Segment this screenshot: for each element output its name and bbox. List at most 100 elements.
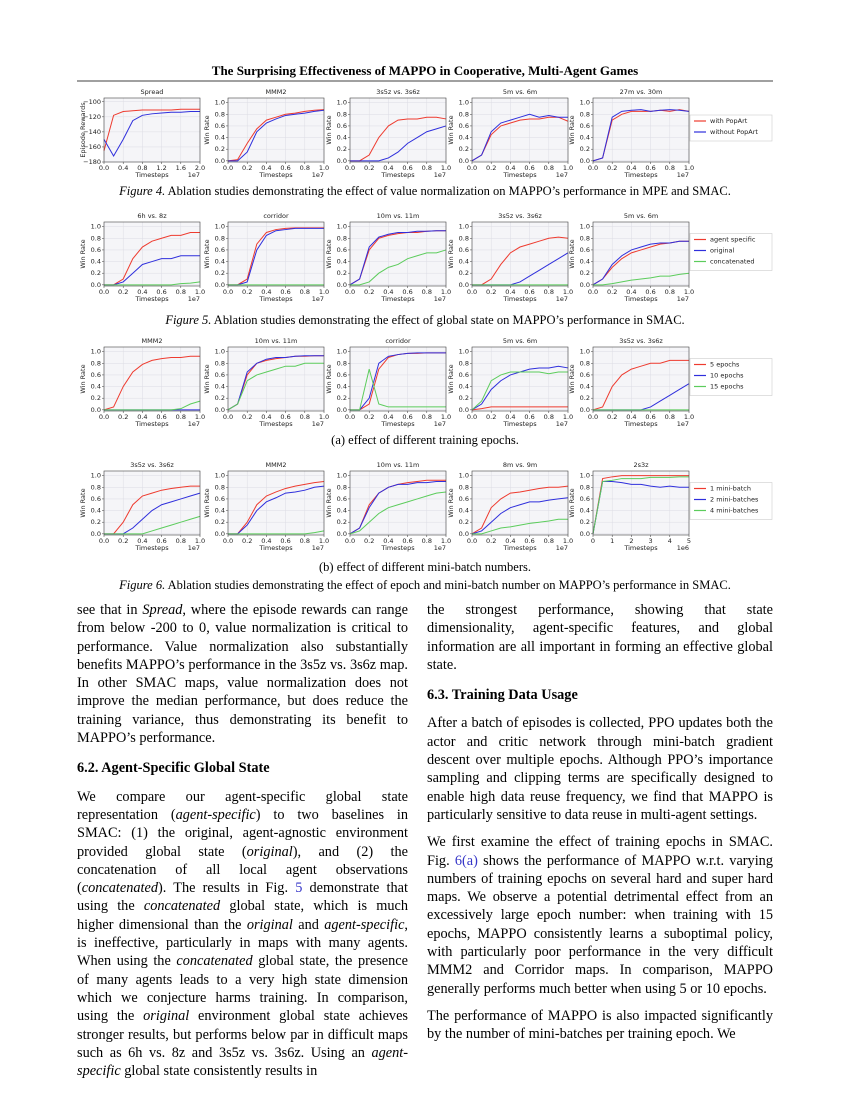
plot-frame bbox=[349, 97, 447, 163]
series-line bbox=[471, 113, 568, 162]
y-tick-label: 0.0 bbox=[337, 281, 347, 289]
panel-title: MMM2 bbox=[266, 461, 287, 469]
y-tick-label: 0.2 bbox=[91, 518, 101, 526]
figure-link[interactable]: 5 bbox=[295, 880, 303, 897]
y-axis-label: Win Rate bbox=[568, 115, 576, 144]
series-line bbox=[350, 368, 446, 411]
y-tick-label: 0.0 bbox=[580, 157, 590, 165]
y-tick-label: 0.2 bbox=[91, 394, 101, 402]
x-tick-label: 0.8 bbox=[544, 537, 554, 545]
text-run: and bbox=[292, 916, 325, 933]
x-axis-label: Timesteps bbox=[134, 171, 169, 179]
x-offset-label: 1e7 bbox=[434, 171, 446, 179]
y-tick-label: 0.0 bbox=[215, 157, 225, 165]
panel-title: 5m vs. 6m bbox=[503, 88, 537, 96]
y-tick-label: 1.0 bbox=[91, 348, 101, 356]
series-line bbox=[103, 108, 200, 151]
y-axis-label: Win Rate bbox=[79, 364, 87, 393]
y-axis-label: Win Rate bbox=[325, 364, 333, 393]
y-tick-label: 0.0 bbox=[91, 406, 101, 414]
y-tick-label: 0.2 bbox=[337, 269, 347, 277]
y-tick-label: 0.4 bbox=[459, 383, 469, 391]
emphasis: agent-specific bbox=[77, 1044, 408, 1080]
plot-background bbox=[104, 222, 200, 286]
x-tick-label: 0.0 bbox=[223, 288, 233, 296]
y-tick-label: 1.0 bbox=[459, 472, 469, 480]
x-tick-label: 0.2 bbox=[242, 288, 252, 296]
x-tick-label: 0.6 bbox=[156, 537, 166, 545]
y-tick-label: 1.0 bbox=[580, 472, 590, 480]
text-run: global state, the presence of many agent… bbox=[77, 953, 408, 1025]
series-line bbox=[228, 227, 324, 286]
x-tick-label: 0.8 bbox=[422, 537, 432, 545]
y-tick-label: 0.8 bbox=[459, 483, 469, 491]
plot-background bbox=[228, 471, 324, 535]
x-axis-label: Timesteps bbox=[380, 544, 415, 552]
x-tick-label: 0.8 bbox=[665, 413, 675, 421]
text-run: We first examine the effect of training … bbox=[427, 834, 773, 869]
panel-title: Spread bbox=[141, 88, 164, 96]
y-tick-label: 0.6 bbox=[215, 495, 225, 503]
x-tick-label: 0.6 bbox=[524, 164, 534, 172]
y-tick-label: 0.0 bbox=[337, 530, 347, 538]
y-tick-label: 0.8 bbox=[215, 483, 225, 491]
y-tick-label: 0.8 bbox=[580, 359, 590, 367]
y-tick-label: 1.0 bbox=[580, 348, 590, 356]
y-tick-label: 0.2 bbox=[215, 145, 225, 153]
x-tick-label: 0.4 bbox=[118, 164, 128, 172]
x-axis-label: Timesteps bbox=[134, 544, 169, 552]
x-tick-label: 0.4 bbox=[383, 537, 393, 545]
x-offset-label: 1e7 bbox=[312, 420, 324, 428]
text-run: the strongest performance, showing that … bbox=[427, 602, 773, 673]
figure-link[interactable]: 6(a) bbox=[454, 852, 478, 869]
series-line bbox=[103, 355, 200, 411]
x-tick-label: 0.4 bbox=[505, 288, 515, 296]
caption-label: Figure 5. bbox=[164, 313, 211, 327]
y-tick-label: 0.4 bbox=[215, 258, 225, 266]
x-tick-label: 0.6 bbox=[524, 413, 534, 421]
caption-text: Ablation studies demonstrating the effec… bbox=[165, 184, 731, 198]
x-offset-label: 1e7 bbox=[434, 420, 446, 428]
y-tick-label: 1.0 bbox=[337, 348, 347, 356]
x-tick-label: 1.0 bbox=[441, 164, 451, 172]
x-tick-label: 0.8 bbox=[176, 288, 186, 296]
x-tick-label: 1.0 bbox=[684, 164, 694, 172]
x-tick-label: 1.0 bbox=[319, 537, 329, 545]
legend-label: without PopArt bbox=[710, 128, 758, 136]
x-tick-label: 0.8 bbox=[665, 288, 675, 296]
x-tick-label: 0.2 bbox=[607, 288, 617, 296]
y-axis-label: Win Rate bbox=[203, 115, 211, 144]
series-line bbox=[228, 109, 325, 162]
y-tick-label: 0.4 bbox=[459, 134, 469, 142]
series-line bbox=[350, 352, 446, 411]
y-tick-label: 0.4 bbox=[459, 507, 469, 515]
x-offset-label: 1e7 bbox=[188, 420, 200, 428]
y-tick-label: 0.8 bbox=[91, 359, 101, 367]
emphasis: concatenated bbox=[143, 898, 221, 915]
series-line bbox=[228, 485, 325, 535]
x-axis-label: Timesteps bbox=[134, 420, 169, 428]
x-tick-label: 0.0 bbox=[588, 288, 598, 296]
x-tick-label: 0.6 bbox=[645, 413, 655, 421]
x-offset-label: 1e7 bbox=[312, 295, 324, 303]
x-tick-label: 0.0 bbox=[345, 537, 355, 545]
y-tick-label: 0.8 bbox=[580, 234, 590, 242]
panel-title: MMM2 bbox=[142, 337, 163, 345]
panel-title: 3s5z vs. 3s6z bbox=[376, 88, 420, 96]
y-tick-label: 0.6 bbox=[215, 371, 225, 379]
y-tick-label: 0.2 bbox=[459, 394, 469, 402]
section-heading: 6.3. Training Data Usage bbox=[427, 687, 578, 704]
y-tick-label: 0.6 bbox=[91, 246, 101, 254]
x-tick-label: 0.4 bbox=[137, 537, 147, 545]
figure-caption: Figure 4. Ablation studies demonstrating… bbox=[118, 184, 731, 198]
x-axis-label: Timesteps bbox=[623, 420, 658, 428]
text-run: , is ineffective, particularly in maps w… bbox=[77, 916, 408, 970]
plot-background bbox=[350, 222, 446, 286]
plot-frame bbox=[592, 346, 690, 412]
x-tick-label: 0.2 bbox=[364, 413, 374, 421]
x-tick-label: 0.4 bbox=[505, 413, 515, 421]
legend-label: original bbox=[710, 247, 734, 255]
y-tick-label: 0.0 bbox=[580, 406, 590, 414]
y-tick-label: 0.6 bbox=[580, 371, 590, 379]
x-tick-label: 0.6 bbox=[524, 288, 534, 296]
